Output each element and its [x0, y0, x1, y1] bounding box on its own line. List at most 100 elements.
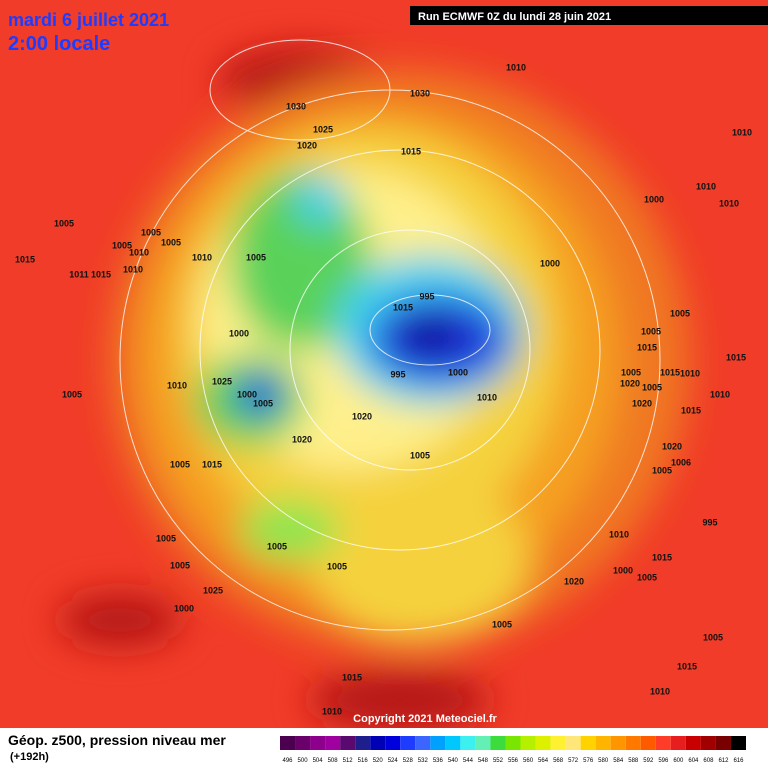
colorbar-swatch [715, 736, 731, 750]
isobar-label: 1020 [292, 434, 312, 444]
isobar-label: 1010 [506, 62, 526, 72]
isobar-label: 1005 [703, 632, 723, 642]
date: mardi 6 juillet 2021 [8, 10, 169, 30]
colorbar-swatch [655, 736, 671, 750]
isobar-label: 1005 [327, 561, 347, 571]
isobar-label: 1015 [652, 552, 672, 562]
map [0, 0, 768, 728]
isobar-label: 1005 [410, 450, 430, 460]
colorbar-swatch [475, 736, 491, 750]
colorbar-swatch [445, 736, 461, 750]
isobar-label: 1010 [680, 368, 700, 378]
isobar-label: 1015 [15, 254, 35, 264]
colorbar-swatch [700, 736, 716, 750]
colorbar-label: 584 [613, 758, 624, 764]
isobar-label: 1005 [253, 398, 273, 408]
colorbar-label: 548 [478, 758, 489, 764]
isobar-label: 1010 [192, 252, 212, 262]
isobar-label: 1020 [620, 378, 640, 388]
isobar-label: 1005 [156, 533, 176, 543]
colorbar-swatch [400, 736, 416, 750]
colorbar-swatch [325, 736, 341, 750]
colorbar-swatch [520, 736, 536, 750]
isobar-label: 1010 [322, 706, 342, 716]
isobar-label: 1025 [203, 585, 223, 595]
isobar-label: 1015 [660, 367, 680, 377]
isobar-label: 1000 [644, 194, 664, 204]
isobar-label: 1020 [352, 411, 372, 421]
isobar-label: 1005 [54, 218, 74, 228]
isobar-label: 1005 [62, 389, 82, 399]
colorbar-label: 496 [283, 758, 294, 764]
colorbar-label: 556 [508, 758, 519, 764]
isobar-label: 1010 [719, 198, 739, 208]
colorbar-label: 572 [568, 758, 579, 764]
colorbar-label: 504 [313, 758, 324, 764]
colorbar-label: 524 [388, 758, 399, 764]
colorbar-label: 552 [493, 758, 504, 764]
isobar-label: 1000 [237, 389, 257, 399]
isobar-label: 1015 [401, 146, 421, 156]
footer-title: Géop. z500, pression niveau mer [8, 732, 226, 748]
isobar-label: 1000 [540, 258, 560, 268]
colorbar-label: 576 [583, 758, 594, 764]
colorbar-swatch [670, 736, 686, 750]
isobar-label: 1015 [726, 352, 746, 362]
isobar-label: 1000 [174, 603, 194, 613]
colorbar-label: 532 [418, 758, 429, 764]
colorbar-swatch [355, 736, 371, 750]
isobar-label: 1010 [123, 264, 143, 274]
isobar-label: 995 [390, 369, 405, 379]
colorbar-swatch [280, 736, 296, 750]
colorbar-swatch [340, 736, 356, 750]
colorbar-label: 596 [658, 758, 669, 764]
colorbar-label: 616 [733, 758, 744, 764]
colorbar-swatch [430, 736, 446, 750]
isobar-label: 1010 [696, 181, 716, 191]
footer-lead: (+192h) [10, 751, 49, 763]
isobar-label: 1005 [246, 252, 266, 262]
isobar-label: 1005 [637, 572, 657, 582]
colorbar-swatch [595, 736, 611, 750]
colorbar-swatch [685, 736, 701, 750]
isobar-label: 1010 [167, 380, 187, 390]
isobar-label: 1015 [681, 405, 701, 415]
colorbar-label: 592 [643, 758, 654, 764]
colorbar-label: 512 [343, 758, 354, 764]
time: 2:00 locale [8, 33, 110, 55]
colorbar-swatch [550, 736, 566, 750]
isobar-label: 1025 [313, 124, 333, 134]
isobar-label: 1005 [267, 541, 287, 551]
colorbar-label: 500 [298, 758, 309, 764]
isobar-label: 1025 [212, 376, 232, 386]
colorbar: 496 500 504 508 512 516 520 524 528 532 536 540 544 5… [280, 736, 746, 764]
isobar-label: 1005 [642, 382, 662, 392]
isobar-label: 1010 [609, 529, 629, 539]
isobar-label: 1015 [677, 661, 697, 671]
isobar-label: 1000 [229, 328, 249, 338]
colorbar-label: 580 [598, 758, 609, 764]
colorbar-swatch [505, 736, 521, 750]
colorbar-swatch [370, 736, 386, 750]
colorbar-swatch [625, 736, 641, 750]
isobar-label: 1005 [141, 227, 161, 237]
colorbar-swatch [565, 736, 581, 750]
colorbar-label: 608 [703, 758, 714, 764]
isobar-label: 995 [419, 291, 434, 301]
isobar-label: 1005 [170, 560, 190, 570]
colorbar-swatch [610, 736, 626, 750]
colorbar-label: 544 [463, 758, 474, 764]
isobar-label: 1020 [564, 576, 584, 586]
isobar-label: 1005 [161, 237, 181, 247]
isobar-label: 1015 [342, 672, 362, 682]
colorbar-label: 564 [538, 758, 549, 764]
isobar-label: 1015 [637, 342, 657, 352]
colorbar-swatch [385, 736, 401, 750]
colorbar-label: 588 [628, 758, 639, 764]
colorbar-swatch [580, 736, 596, 750]
colorbar-label: 516 [358, 758, 369, 764]
colorbar-swatch [415, 736, 431, 750]
isobar-label: 995 [702, 517, 717, 527]
